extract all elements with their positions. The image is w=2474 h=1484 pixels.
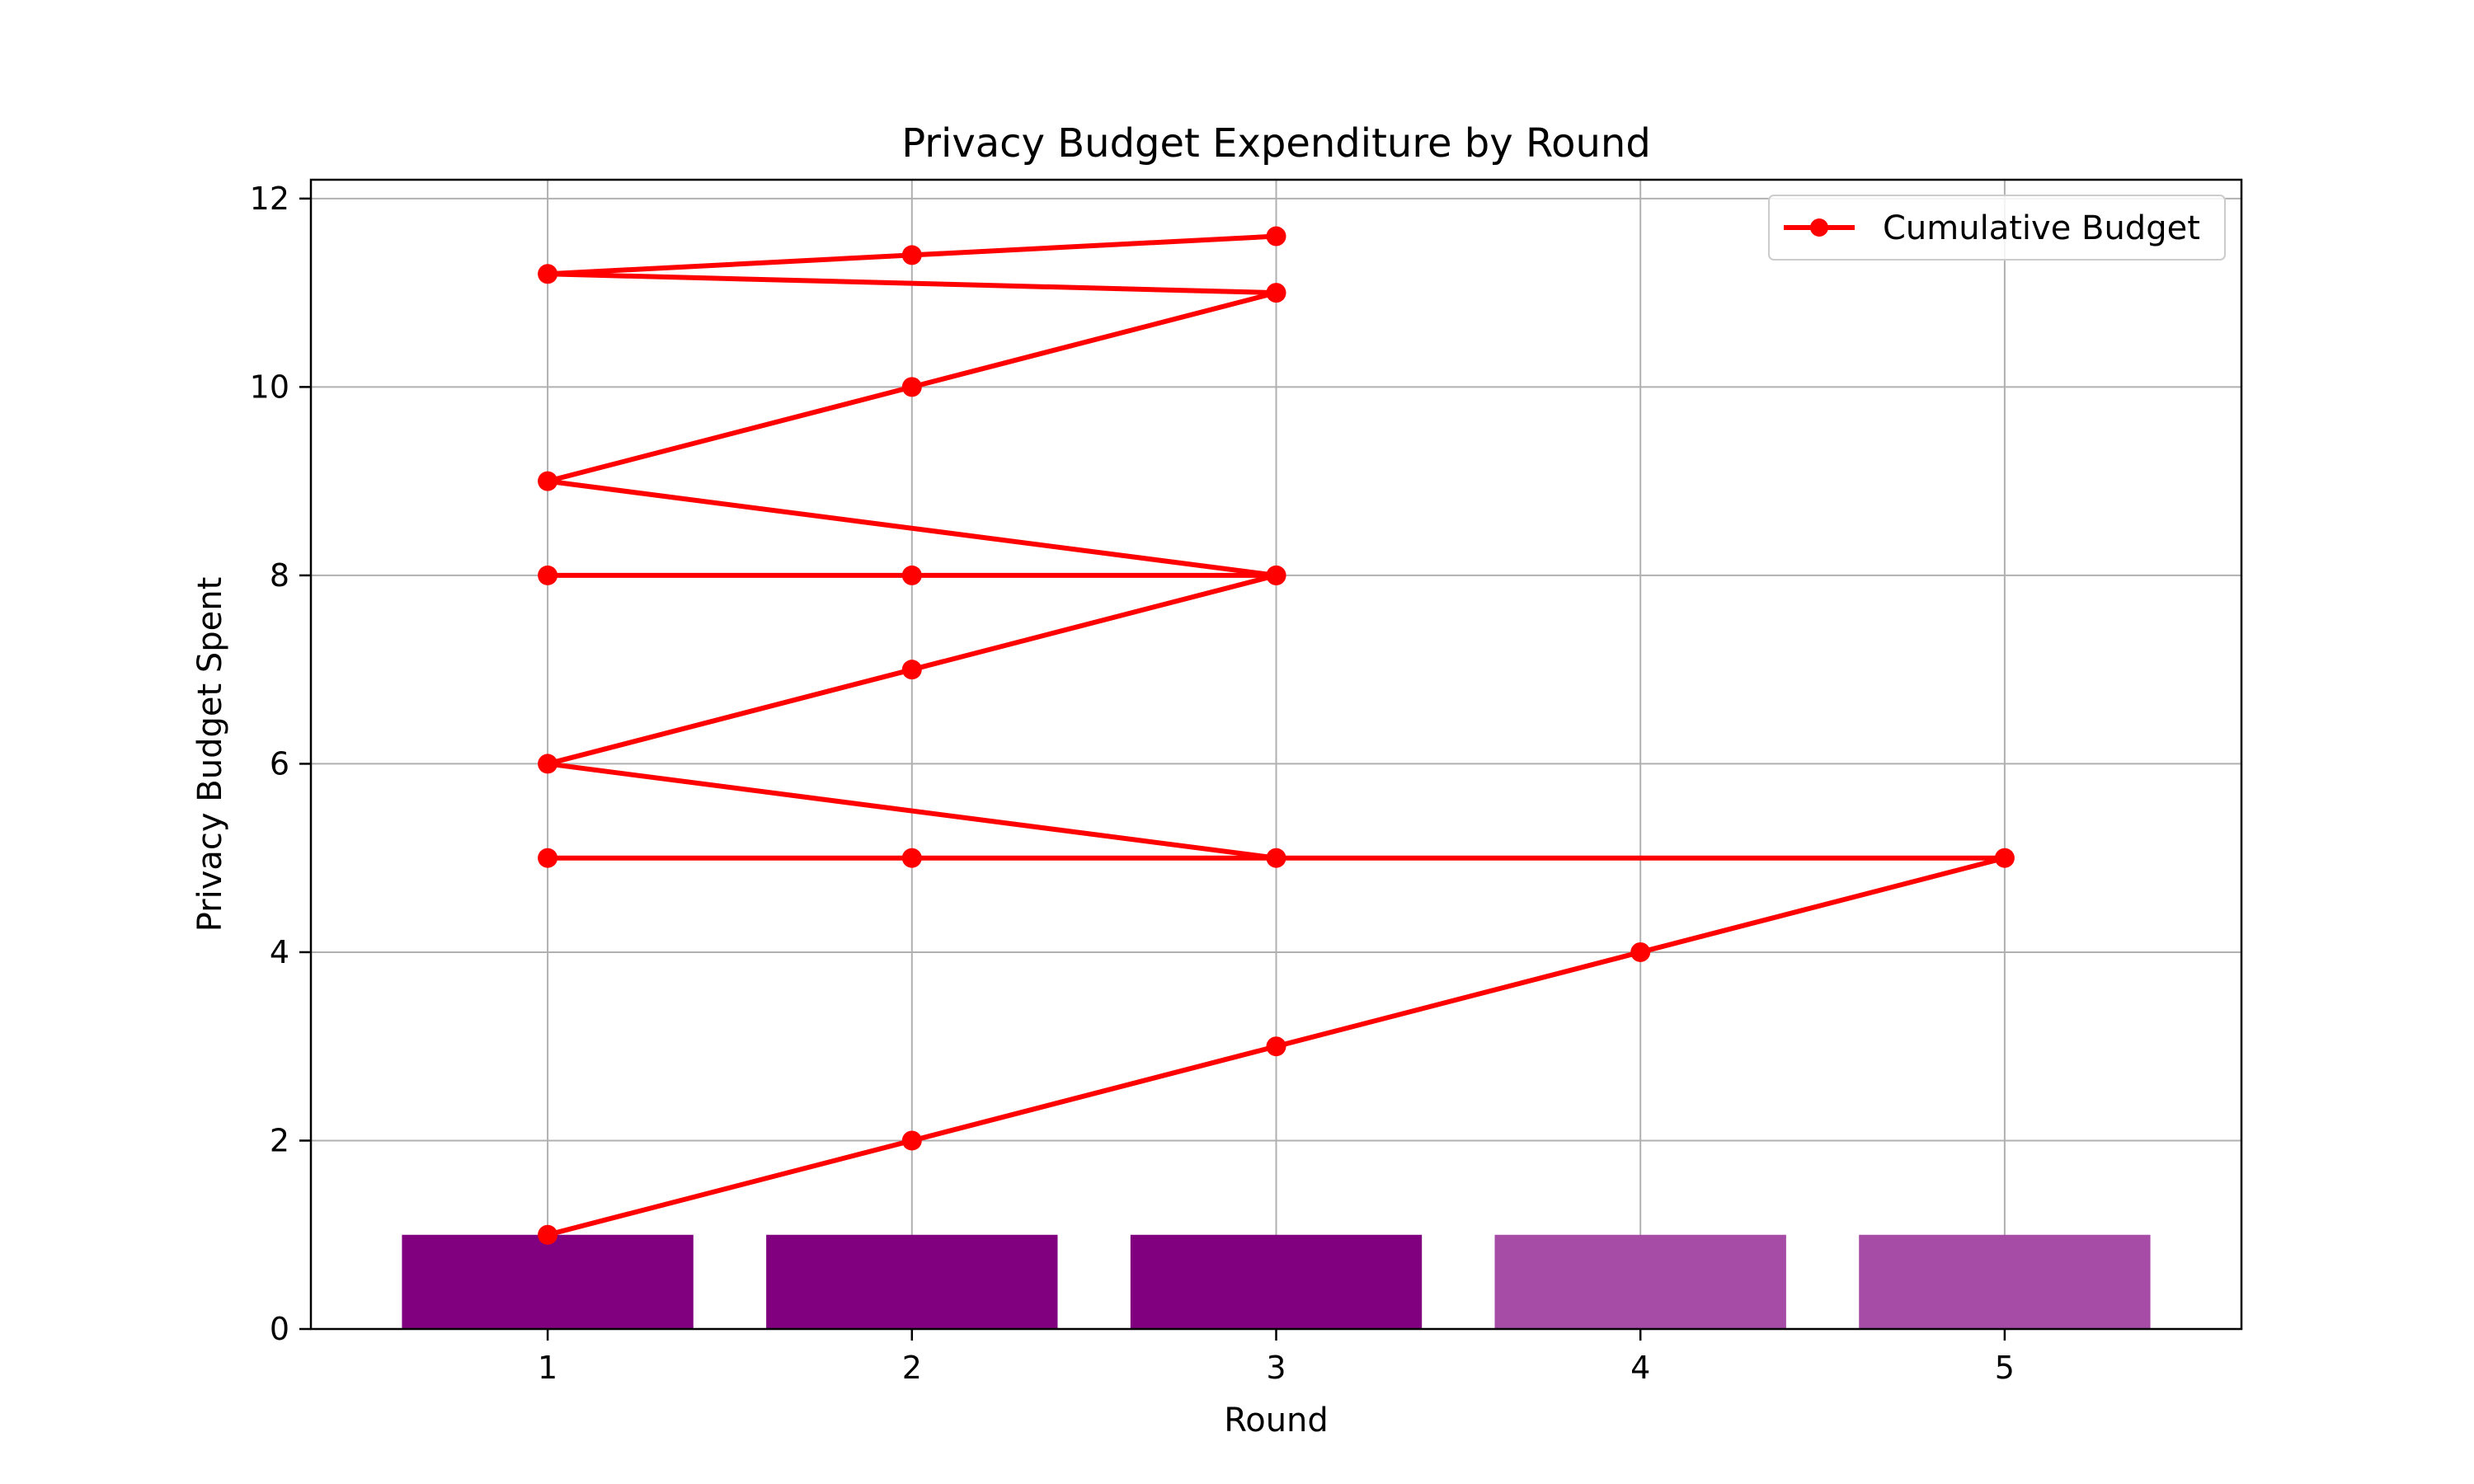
data-point bbox=[901, 848, 922, 868]
legend: Cumulative Budget bbox=[1768, 195, 2226, 261]
data-point bbox=[1994, 848, 2015, 868]
data-point bbox=[538, 471, 558, 491]
data-point bbox=[538, 848, 558, 868]
series-line bbox=[545, 233, 2007, 1237]
bar bbox=[1859, 1234, 2151, 1329]
bar bbox=[1494, 1234, 1786, 1329]
y-tick-label: 2 bbox=[270, 1122, 289, 1158]
data-point bbox=[538, 754, 558, 774]
y-tick-label: 10 bbox=[250, 369, 289, 405]
x-tick-label: 2 bbox=[902, 1350, 922, 1386]
x-tick-label: 3 bbox=[1266, 1350, 1286, 1386]
y-tick-label: 12 bbox=[250, 181, 289, 217]
bar bbox=[766, 1234, 1058, 1329]
line-series bbox=[538, 226, 2015, 1245]
y-tick-label: 0 bbox=[270, 1311, 289, 1347]
legend-box bbox=[1768, 195, 2226, 261]
y-tick-label: 8 bbox=[270, 557, 289, 594]
y-tick-label: 6 bbox=[270, 745, 289, 782]
legend-marker-swatch bbox=[1810, 218, 1828, 237]
x-tick-label: 4 bbox=[1630, 1350, 1650, 1386]
legend-label: Cumulative Budget bbox=[1883, 209, 2200, 247]
data-point bbox=[901, 565, 922, 585]
data-point bbox=[901, 660, 922, 680]
data-point bbox=[1630, 942, 1651, 962]
data-point bbox=[901, 1130, 922, 1151]
data-point bbox=[901, 377, 922, 397]
x-tick-label: 1 bbox=[538, 1350, 557, 1386]
data-point bbox=[1266, 1036, 1286, 1057]
data-point bbox=[1266, 226, 1286, 247]
data-point bbox=[1266, 848, 1286, 868]
chart-title: Privacy Budget Expenditure by Round bbox=[901, 120, 1651, 167]
x-axis-label: Round bbox=[1224, 1402, 1329, 1439]
x-tick-label: 5 bbox=[1995, 1350, 2015, 1386]
data-point bbox=[538, 565, 558, 585]
y-axis-label: Privacy Budget Spent bbox=[191, 577, 229, 932]
data-point bbox=[1266, 565, 1286, 585]
bar bbox=[402, 1234, 694, 1329]
bar-series bbox=[402, 1234, 2151, 1329]
data-point bbox=[1266, 283, 1286, 303]
data-point bbox=[538, 264, 558, 284]
data-point bbox=[901, 245, 922, 265]
bar bbox=[1130, 1234, 1423, 1329]
data-point bbox=[538, 1224, 558, 1245]
y-tick-label: 4 bbox=[270, 934, 289, 970]
